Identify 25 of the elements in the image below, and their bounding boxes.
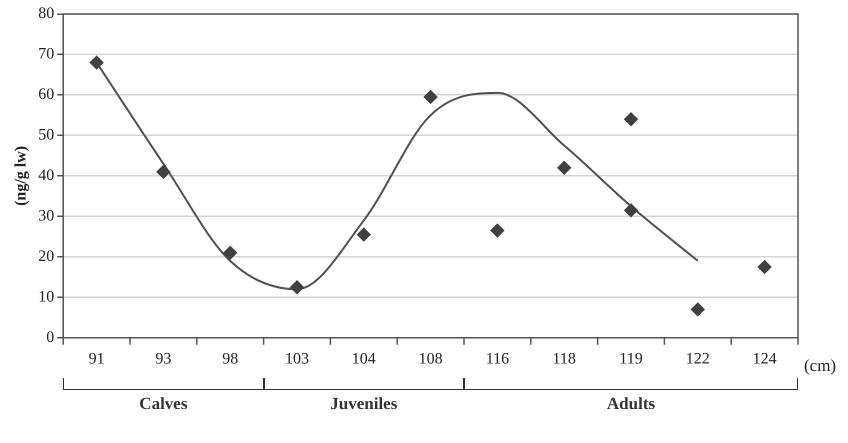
y-tick-label: 10 [38, 288, 54, 306]
x-tick-label: 91 [88, 350, 105, 368]
x-tick-label: 104 [352, 350, 376, 368]
x-tick-label: 93 [155, 350, 172, 368]
x-tick-label: 124 [752, 350, 777, 368]
text: Juveniles [330, 394, 398, 414]
x-tick-label: 122 [686, 350, 710, 368]
y-tick-label: 60 [38, 86, 54, 104]
y-tick-label: 50 [38, 126, 54, 144]
y-tick-label: 70 [38, 46, 54, 63]
text: Calves [139, 394, 188, 414]
text: Adults [606, 394, 656, 414]
x-tick-label: 108 [418, 350, 443, 368]
x-tick-label: 119 [619, 350, 643, 368]
x-tick-label: 103 [285, 350, 309, 368]
y-tick-label: 0 [46, 329, 54, 346]
x-tick-label: 116 [486, 350, 510, 368]
x-tick-label: 118 [552, 350, 576, 368]
y-tick-label: 20 [38, 248, 54, 266]
y-tick-label: 40 [38, 167, 54, 184]
x-tick-label: 98 [222, 350, 238, 368]
y-tick-label: 80 [38, 5, 54, 22]
text: (cm) [804, 356, 836, 376]
y-tick-label: 30 [38, 208, 54, 225]
y-axis-title: (ng/g lw) [12, 146, 30, 206]
